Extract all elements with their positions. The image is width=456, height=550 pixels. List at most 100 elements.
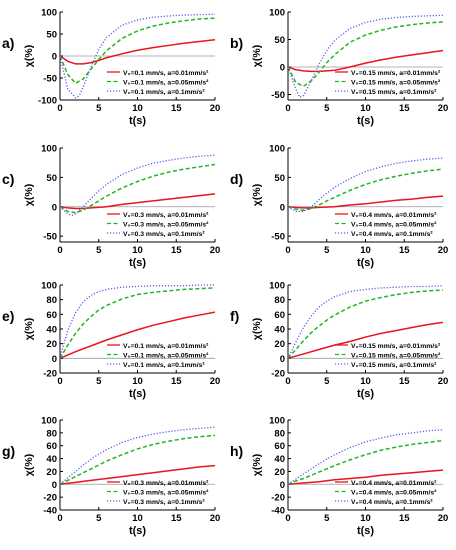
x-tick-label: 0	[57, 376, 62, 387]
panel-label: h)	[230, 443, 243, 459]
x-tick-label: 20	[210, 245, 221, 256]
x-tick-label: 20	[438, 103, 449, 114]
legend-entry: V₀=0.15 mm/s, a=0.05mm/s²	[351, 80, 441, 87]
series-line	[288, 157, 443, 213]
y-tick-label: 50	[46, 30, 57, 41]
y-tick-label: 40	[46, 454, 57, 465]
x-tick-label: 5	[96, 103, 102, 114]
x-tick-label: 5	[324, 103, 330, 114]
y-tick-label: 80	[274, 295, 285, 306]
y-axis-label: χ(%)	[251, 454, 263, 476]
y-tick-label: 100	[269, 416, 285, 427]
chart-panel-a: a) -100 -50 0 50 100 0 5 10 15 20 t(s) χ(%) V₀=0.1 mm…	[2, 8, 220, 128]
y-tick-label: 100	[269, 281, 285, 292]
x-axis-label: t(s)	[357, 388, 374, 400]
x-tick-label: 0	[285, 513, 290, 524]
x-tick-label: 0	[57, 513, 62, 524]
x-axis-label: t(s)	[129, 388, 146, 400]
y-tick-label: -50	[271, 232, 285, 243]
legend-entry: V₀=0.15 mm/s, a=0.1mm/s²	[351, 89, 437, 96]
y-tick-label: 60	[46, 310, 57, 321]
x-tick-label: 20	[210, 513, 221, 524]
y-axis-label: χ(%)	[251, 184, 263, 206]
legend-entry: V₀=0.1 mm/s, a=0.1mm/s²	[123, 89, 205, 96]
x-tick-label: 20	[438, 513, 449, 524]
y-tick-label: -50	[43, 232, 57, 243]
panel-label: f)	[230, 308, 239, 324]
y-tick-label: 40	[274, 325, 285, 336]
y-tick-label: 60	[274, 310, 285, 321]
series-line	[288, 428, 443, 485]
series-line	[60, 163, 215, 214]
legend-entry: V₀=0.3 mm/s, a=0.1mm/s²	[123, 231, 205, 238]
y-tick-label: 50	[274, 35, 285, 46]
panel-label: b)	[230, 35, 243, 51]
x-tick-label: 5	[96, 513, 102, 524]
legend-entry: V₀=0.15 mm/s, a=0.1mm/s²	[351, 362, 437, 369]
x-tick-label: 15	[399, 513, 410, 524]
x-tick-label: 0	[285, 103, 290, 114]
panel-label: d)	[230, 171, 243, 187]
x-tick-label: 10	[132, 103, 143, 114]
series-line	[288, 321, 443, 360]
x-tick-label: 15	[171, 376, 182, 387]
x-axis-label: t(s)	[357, 257, 374, 269]
panel-label: a)	[2, 35, 14, 51]
x-tick-label: 0	[57, 245, 62, 256]
series-line	[288, 469, 443, 486]
y-tick-label: 80	[274, 428, 285, 439]
legend-entry: V₀=0.4 mm/s, a=0.01mm/s²	[351, 480, 437, 487]
x-tick-label: 15	[171, 245, 182, 256]
series-line	[60, 17, 215, 85]
series-line	[60, 154, 215, 217]
x-tick-label: 15	[171, 513, 182, 524]
series-line	[60, 13, 215, 99]
y-tick-label: 20	[274, 467, 285, 478]
x-tick-label: 5	[324, 376, 330, 387]
series-line	[60, 38, 215, 65]
y-tick-label: 0	[280, 63, 285, 74]
x-tick-label: 10	[132, 376, 143, 387]
y-tick-label: 0	[280, 480, 285, 491]
x-tick-label: 10	[132, 245, 143, 256]
y-tick-label: 100	[41, 281, 57, 292]
y-tick-label: 60	[274, 441, 285, 452]
series-line	[60, 287, 215, 359]
x-tick-label: 15	[171, 103, 182, 114]
legend-entry: V₀=0.15 mm/s, a=0.01mm/s²	[351, 343, 441, 350]
legend-entry: V₀=0.3 mm/s, a=0.01mm/s²	[123, 212, 209, 219]
legend-entry: V₀=0.4 mm/s, a=0.05mm/s²	[351, 222, 437, 229]
legend-entry: V₀=0.15 mm/s, a=0.05mm/s²	[351, 353, 441, 360]
y-axis-label: χ(%)	[23, 184, 35, 206]
legend-entry: V₀=0.1 mm/s, a=0.01mm/s²	[123, 70, 209, 77]
series-line	[60, 434, 215, 485]
legend-entry: V₀=0.3 mm/s, a=0.01mm/s²	[123, 480, 209, 487]
y-tick-label: 0	[280, 354, 285, 365]
x-tick-label: 15	[399, 245, 410, 256]
x-axis-label: t(s)	[129, 525, 146, 537]
series-line	[288, 14, 443, 98]
y-tick-label: 100	[269, 8, 285, 19]
panel-label: g)	[2, 443, 15, 459]
y-axis-label: χ(%)	[23, 45, 35, 67]
x-tick-label: 0	[285, 245, 290, 256]
y-tick-label: -20	[43, 493, 57, 504]
y-tick-label: -100	[38, 96, 57, 107]
y-axis-label: χ(%)	[23, 454, 35, 476]
x-tick-label: 20	[210, 103, 221, 114]
x-tick-label: 0	[285, 376, 290, 387]
y-tick-label: -50	[43, 74, 57, 85]
y-tick-label: 100	[269, 144, 285, 155]
y-tick-label: 0	[52, 354, 57, 365]
x-tick-label: 0	[57, 103, 62, 114]
y-tick-label: 40	[46, 325, 57, 336]
y-tick-label: 20	[46, 339, 57, 350]
y-tick-label: 100	[41, 144, 57, 155]
x-tick-label: 5	[96, 245, 102, 256]
y-tick-label: 100	[41, 8, 57, 19]
legend-entry: V₀=0.4 mm/s, a=0.1mm/s²	[351, 231, 433, 238]
